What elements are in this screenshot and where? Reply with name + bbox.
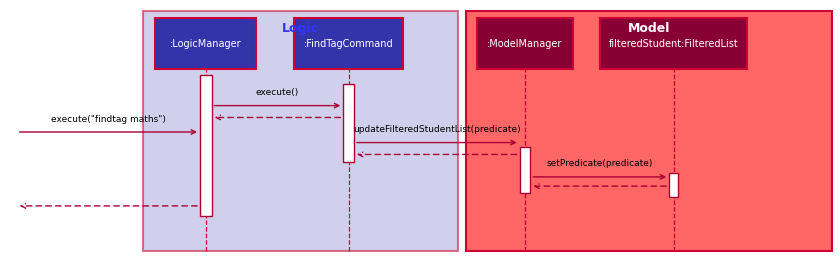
Text: :ModelManager: :ModelManager — [487, 39, 563, 49]
Bar — [669, 173, 679, 197]
Text: execute("findtag maths"): execute("findtag maths") — [51, 115, 165, 124]
Bar — [294, 18, 403, 69]
Bar — [344, 84, 354, 162]
Bar — [155, 18, 256, 69]
Bar — [520, 147, 531, 193]
Bar — [143, 11, 458, 251]
Bar — [466, 11, 832, 251]
Text: :FindTagCommand: :FindTagCommand — [304, 39, 393, 49]
Text: updateFilteredStudentList(predicate): updateFilteredStudentList(predicate) — [353, 125, 521, 134]
Text: :LogicManager: :LogicManager — [170, 39, 242, 49]
Text: filteredStudent:FilteredList: filteredStudent:FilteredList — [609, 39, 738, 49]
Bar — [477, 18, 573, 69]
Text: execute(): execute() — [256, 88, 299, 97]
Text: Logic: Logic — [282, 22, 318, 35]
Bar — [601, 18, 748, 69]
Text: Model: Model — [627, 22, 670, 35]
Bar — [200, 75, 212, 216]
Text: setPredicate(predicate): setPredicate(predicate) — [547, 159, 653, 168]
